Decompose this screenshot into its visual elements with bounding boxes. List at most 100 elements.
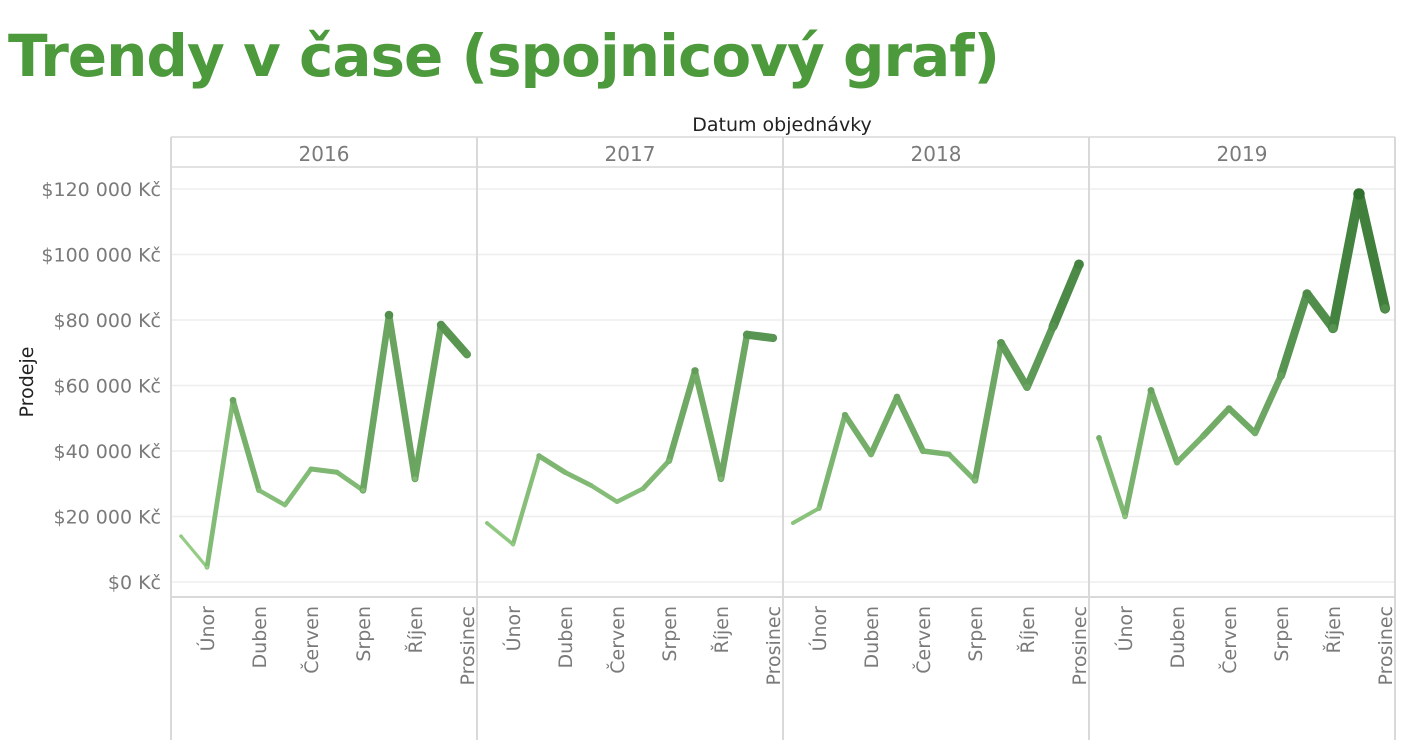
data-point — [1147, 386, 1155, 394]
data-point — [841, 411, 849, 419]
line-segment — [842, 412, 874, 458]
x-tick-label: Prosinec — [1375, 606, 1397, 686]
x-tick-label: Prosinec — [763, 606, 785, 686]
data-point — [1252, 430, 1258, 436]
line-segment — [867, 393, 901, 458]
line-segment — [1302, 289, 1338, 333]
data-point — [1380, 304, 1390, 313]
y-tick-label: $100 000 Kč — [41, 245, 161, 267]
y-tick-label: $0 Kč — [108, 572, 161, 594]
panel-2016: 2016 Únor Duben Červen Srpen Říjen Prosinec — [179, 142, 479, 686]
line-segment — [588, 483, 620, 505]
x-tick-label: Červen — [1217, 606, 1241, 674]
year-header: 2017 — [605, 142, 656, 166]
data-point — [1353, 188, 1365, 200]
y-tick-label: $40 000 Kč — [53, 441, 161, 463]
data-point — [588, 483, 594, 488]
data-point — [562, 469, 568, 475]
line-segment — [614, 486, 646, 505]
data-point — [1096, 435, 1102, 441]
line-segment — [334, 469, 366, 493]
line-segment — [308, 466, 340, 475]
data-point — [412, 476, 418, 482]
line-segment — [536, 453, 568, 475]
data-point — [179, 534, 183, 538]
data-point — [946, 451, 952, 457]
data-point — [1200, 433, 1206, 440]
line-segment — [665, 367, 699, 464]
line-segment — [640, 458, 672, 492]
data-point — [614, 499, 620, 504]
panel-2017: 2017 Únor Duben Červen Srpen Říjen Prosinec — [485, 142, 785, 686]
data-point — [384, 310, 394, 320]
x-tick-label: Říjen — [1016, 606, 1039, 654]
data-point — [485, 521, 489, 525]
line-segment — [893, 393, 927, 455]
line-segment — [230, 397, 262, 494]
panel-2019: 2019 Únor Duben Červen Srpen Říjen Prosinec — [1096, 142, 1397, 686]
year-header: 2019 — [1217, 142, 1268, 166]
data-point — [972, 478, 978, 483]
line-segment — [1174, 433, 1206, 466]
data-point — [1302, 289, 1312, 299]
x-tick-label: Duben — [555, 606, 577, 668]
line-segment — [510, 453, 542, 547]
line-segment — [179, 534, 209, 569]
data-point — [360, 488, 366, 493]
x-tick-label: Srpen — [353, 606, 375, 662]
data-point — [436, 320, 446, 330]
data-point — [920, 448, 926, 454]
x-tick-label: Červen — [911, 606, 935, 674]
page-title: Trendy v čase (spojnicový graf) — [8, 22, 1000, 90]
data-point — [791, 521, 795, 525]
data-point — [742, 330, 752, 339]
line-segment — [997, 339, 1031, 391]
x-tick-label: Říjen — [710, 606, 733, 654]
data-point — [205, 565, 209, 569]
line-segment — [946, 451, 978, 484]
line-segment — [1328, 188, 1364, 334]
x-tick-label: Prosinec — [457, 606, 479, 686]
data-point — [816, 506, 822, 511]
y-tick-label: $20 000 Kč — [53, 507, 161, 529]
line-segment — [1122, 387, 1154, 520]
line-segment — [204, 397, 236, 570]
x-tick-label: Prosinec — [1069, 606, 1091, 686]
line-segment — [1276, 289, 1312, 380]
data-point — [308, 466, 314, 472]
data-point — [666, 458, 672, 464]
line-segment — [485, 521, 515, 547]
y-axis-ticks: $0 Kč $20 000 Kč $40 000 Kč $60 000 Kč $80 0… — [41, 179, 161, 594]
data-point — [718, 476, 724, 482]
data-point — [229, 396, 237, 404]
line-segment — [1096, 435, 1128, 519]
line-segment — [971, 339, 1005, 484]
data-point — [1048, 322, 1058, 331]
x-tick-label: Únor — [195, 606, 219, 652]
line-segment — [359, 311, 393, 494]
data-point — [768, 333, 778, 343]
data-point — [511, 542, 515, 547]
line-segment — [282, 466, 314, 508]
year-header: 2018 — [911, 142, 962, 166]
line-segment — [256, 488, 288, 508]
line-segment — [1147, 387, 1181, 466]
x-tick-label: Srpen — [659, 606, 681, 662]
y-axis-label: Prodeje — [16, 347, 38, 418]
x-tick-label: Duben — [1167, 606, 1189, 668]
data-point — [997, 338, 1005, 347]
line-segment — [717, 331, 751, 483]
line-segment — [385, 311, 419, 483]
data-point — [536, 453, 542, 459]
year-header: 2016 — [299, 142, 350, 166]
data-point — [1023, 383, 1031, 391]
line-segment — [411, 321, 445, 483]
x-tick-label: Srpen — [965, 606, 987, 662]
x-tick-label: Červen — [299, 606, 323, 674]
axes — [170, 136, 1396, 740]
data-point — [282, 502, 288, 508]
line-segment — [742, 330, 778, 343]
line-segment — [1199, 405, 1233, 440]
line-segment — [790, 506, 822, 526]
